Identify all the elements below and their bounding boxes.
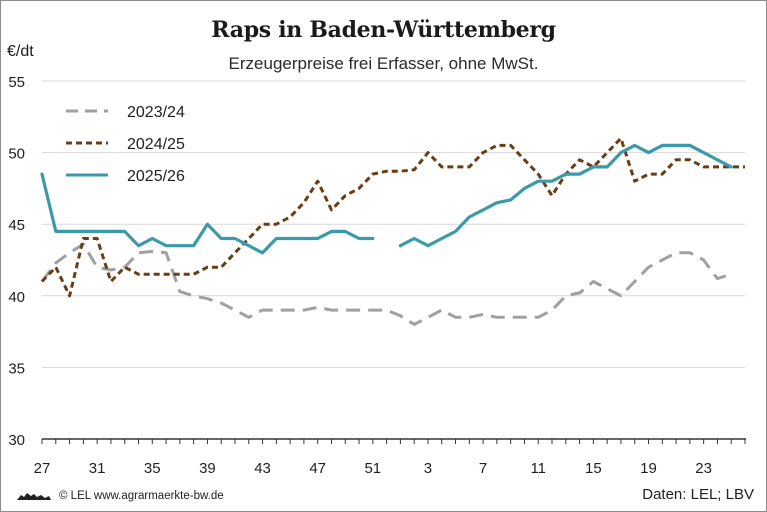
x-tick-label-27: 27	[34, 460, 51, 477]
x-tick-label-7: 7	[479, 460, 487, 477]
y-axis-unit-label: €/dt	[7, 43, 34, 60]
x-tick-label-35: 35	[144, 460, 161, 477]
series-line-2024-25	[40, 136, 745, 298]
chart-title: Raps in Baden-Württemberg	[211, 17, 556, 43]
legend-label-2024-25: 2024/25	[127, 136, 185, 153]
x-tick-label-19: 19	[640, 460, 657, 477]
copyright-text: © LEL www.agrarmaerkte-bw.de	[59, 490, 224, 502]
chart-subtitle: Erzeugerpreise frei Erfasser, ohne MwSt.	[228, 54, 539, 73]
x-tick-label-31: 31	[89, 460, 106, 477]
y-tick-label-30: 30	[8, 432, 25, 449]
footer-copyright: © LEL www.agrarmaerkte-bw.de	[15, 489, 224, 503]
x-tick-label-3: 3	[424, 460, 432, 477]
x-tick-label-23: 23	[695, 460, 712, 477]
legend-label-2025-26: 2025/26	[127, 168, 185, 185]
x-tick-label-11: 11	[530, 460, 546, 477]
series-line-2023-24	[40, 242, 732, 326]
y-tick-label-55: 55	[8, 74, 25, 91]
x-tick-label-43: 43	[254, 460, 271, 477]
x-tick-label-15: 15	[585, 460, 602, 477]
y-tick-label-45: 45	[8, 217, 25, 234]
y-tick-label-35: 35	[8, 360, 25, 377]
series-line-2025-26	[40, 172, 375, 255]
x-tick-label-47: 47	[309, 460, 326, 477]
series-line-2025-26	[398, 143, 733, 248]
state-lion-logo-icon	[17, 493, 51, 500]
y-tick-label-40: 40	[8, 289, 25, 306]
x-tick-label-51: 51	[364, 460, 381, 477]
legend-label-2023-24: 2023/24	[127, 104, 185, 121]
y-tick-label-50: 50	[8, 146, 25, 163]
x-tick-label-39: 39	[199, 460, 216, 477]
data-source: Daten: LEL; LBV	[642, 486, 754, 503]
